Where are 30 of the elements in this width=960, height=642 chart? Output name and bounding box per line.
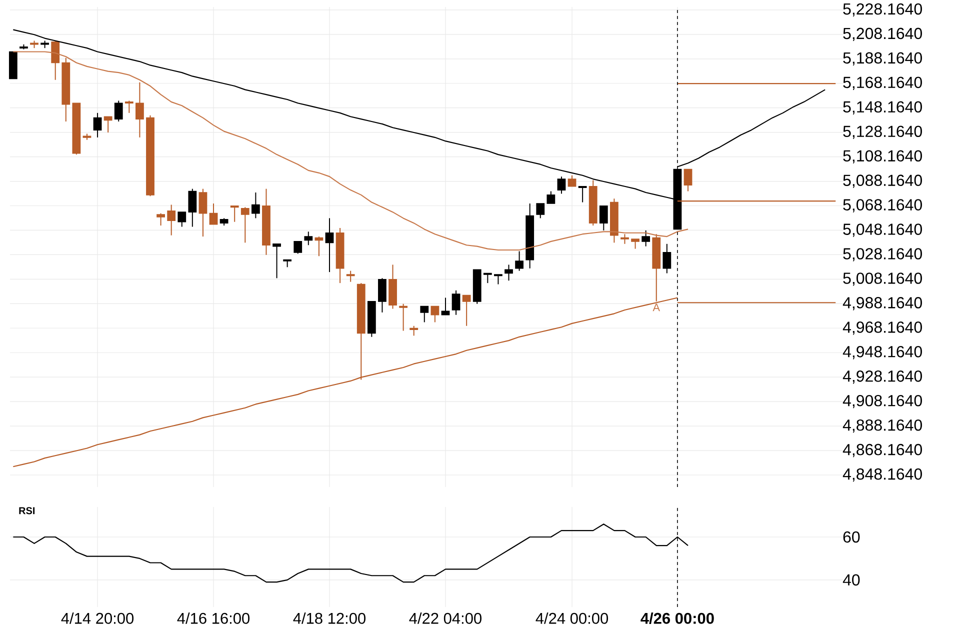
y-tick-label: 5,108.1640 <box>843 150 922 164</box>
x-tick-label: 4/18 12:00 <box>293 612 366 624</box>
y-tick-label: 5,148.1640 <box>843 101 922 114</box>
x-tick-label: 4/26 00:00 <box>640 612 714 624</box>
y-tick-label: 5,168.1640 <box>843 76 922 90</box>
y-tick-label: 4,988.1640 <box>842 297 922 310</box>
annotation: A <box>652 304 660 312</box>
y-tick-label: 5,228.1640 <box>843 3 922 17</box>
y-tick-label: 4,908.1640 <box>842 394 922 408</box>
chart-title: RSI <box>19 507 35 514</box>
y-tick-label: 5,068.1640 <box>843 199 922 212</box>
y-tick-label: 4,888.1640 <box>842 419 922 433</box>
y-tick-label: 5,048.1640 <box>843 224 922 237</box>
y-tick-label: 40 <box>842 574 860 586</box>
y-tick-label: 5,188.1640 <box>843 52 922 66</box>
x-tick-label: 4/22 04:00 <box>409 612 482 624</box>
y-tick-label: 4,848.1640 <box>842 468 922 482</box>
y-tick-label: 5,008.1640 <box>843 272 922 286</box>
y-tick-label: 5,208.1640 <box>843 28 922 42</box>
y-tick-label: 4,968.1640 <box>842 322 922 335</box>
y-tick-label: 5,028.1640 <box>843 248 922 262</box>
y-tick-label: 5,088.1640 <box>843 174 922 188</box>
x-tick-label: 4/16 16:00 <box>177 612 250 624</box>
y-tick-label: 5,128.1640 <box>843 126 922 139</box>
y-tick-label: 60 <box>843 531 860 543</box>
x-tick-label: 4/24 00:00 <box>536 612 608 624</box>
y-tick-label: 4,868.1640 <box>842 444 922 458</box>
x-tick-label: 4/14 20:00 <box>61 612 134 624</box>
y-tick-label: 4,928.1640 <box>842 370 922 384</box>
y-tick-label: 4,948.1640 <box>842 346 922 360</box>
